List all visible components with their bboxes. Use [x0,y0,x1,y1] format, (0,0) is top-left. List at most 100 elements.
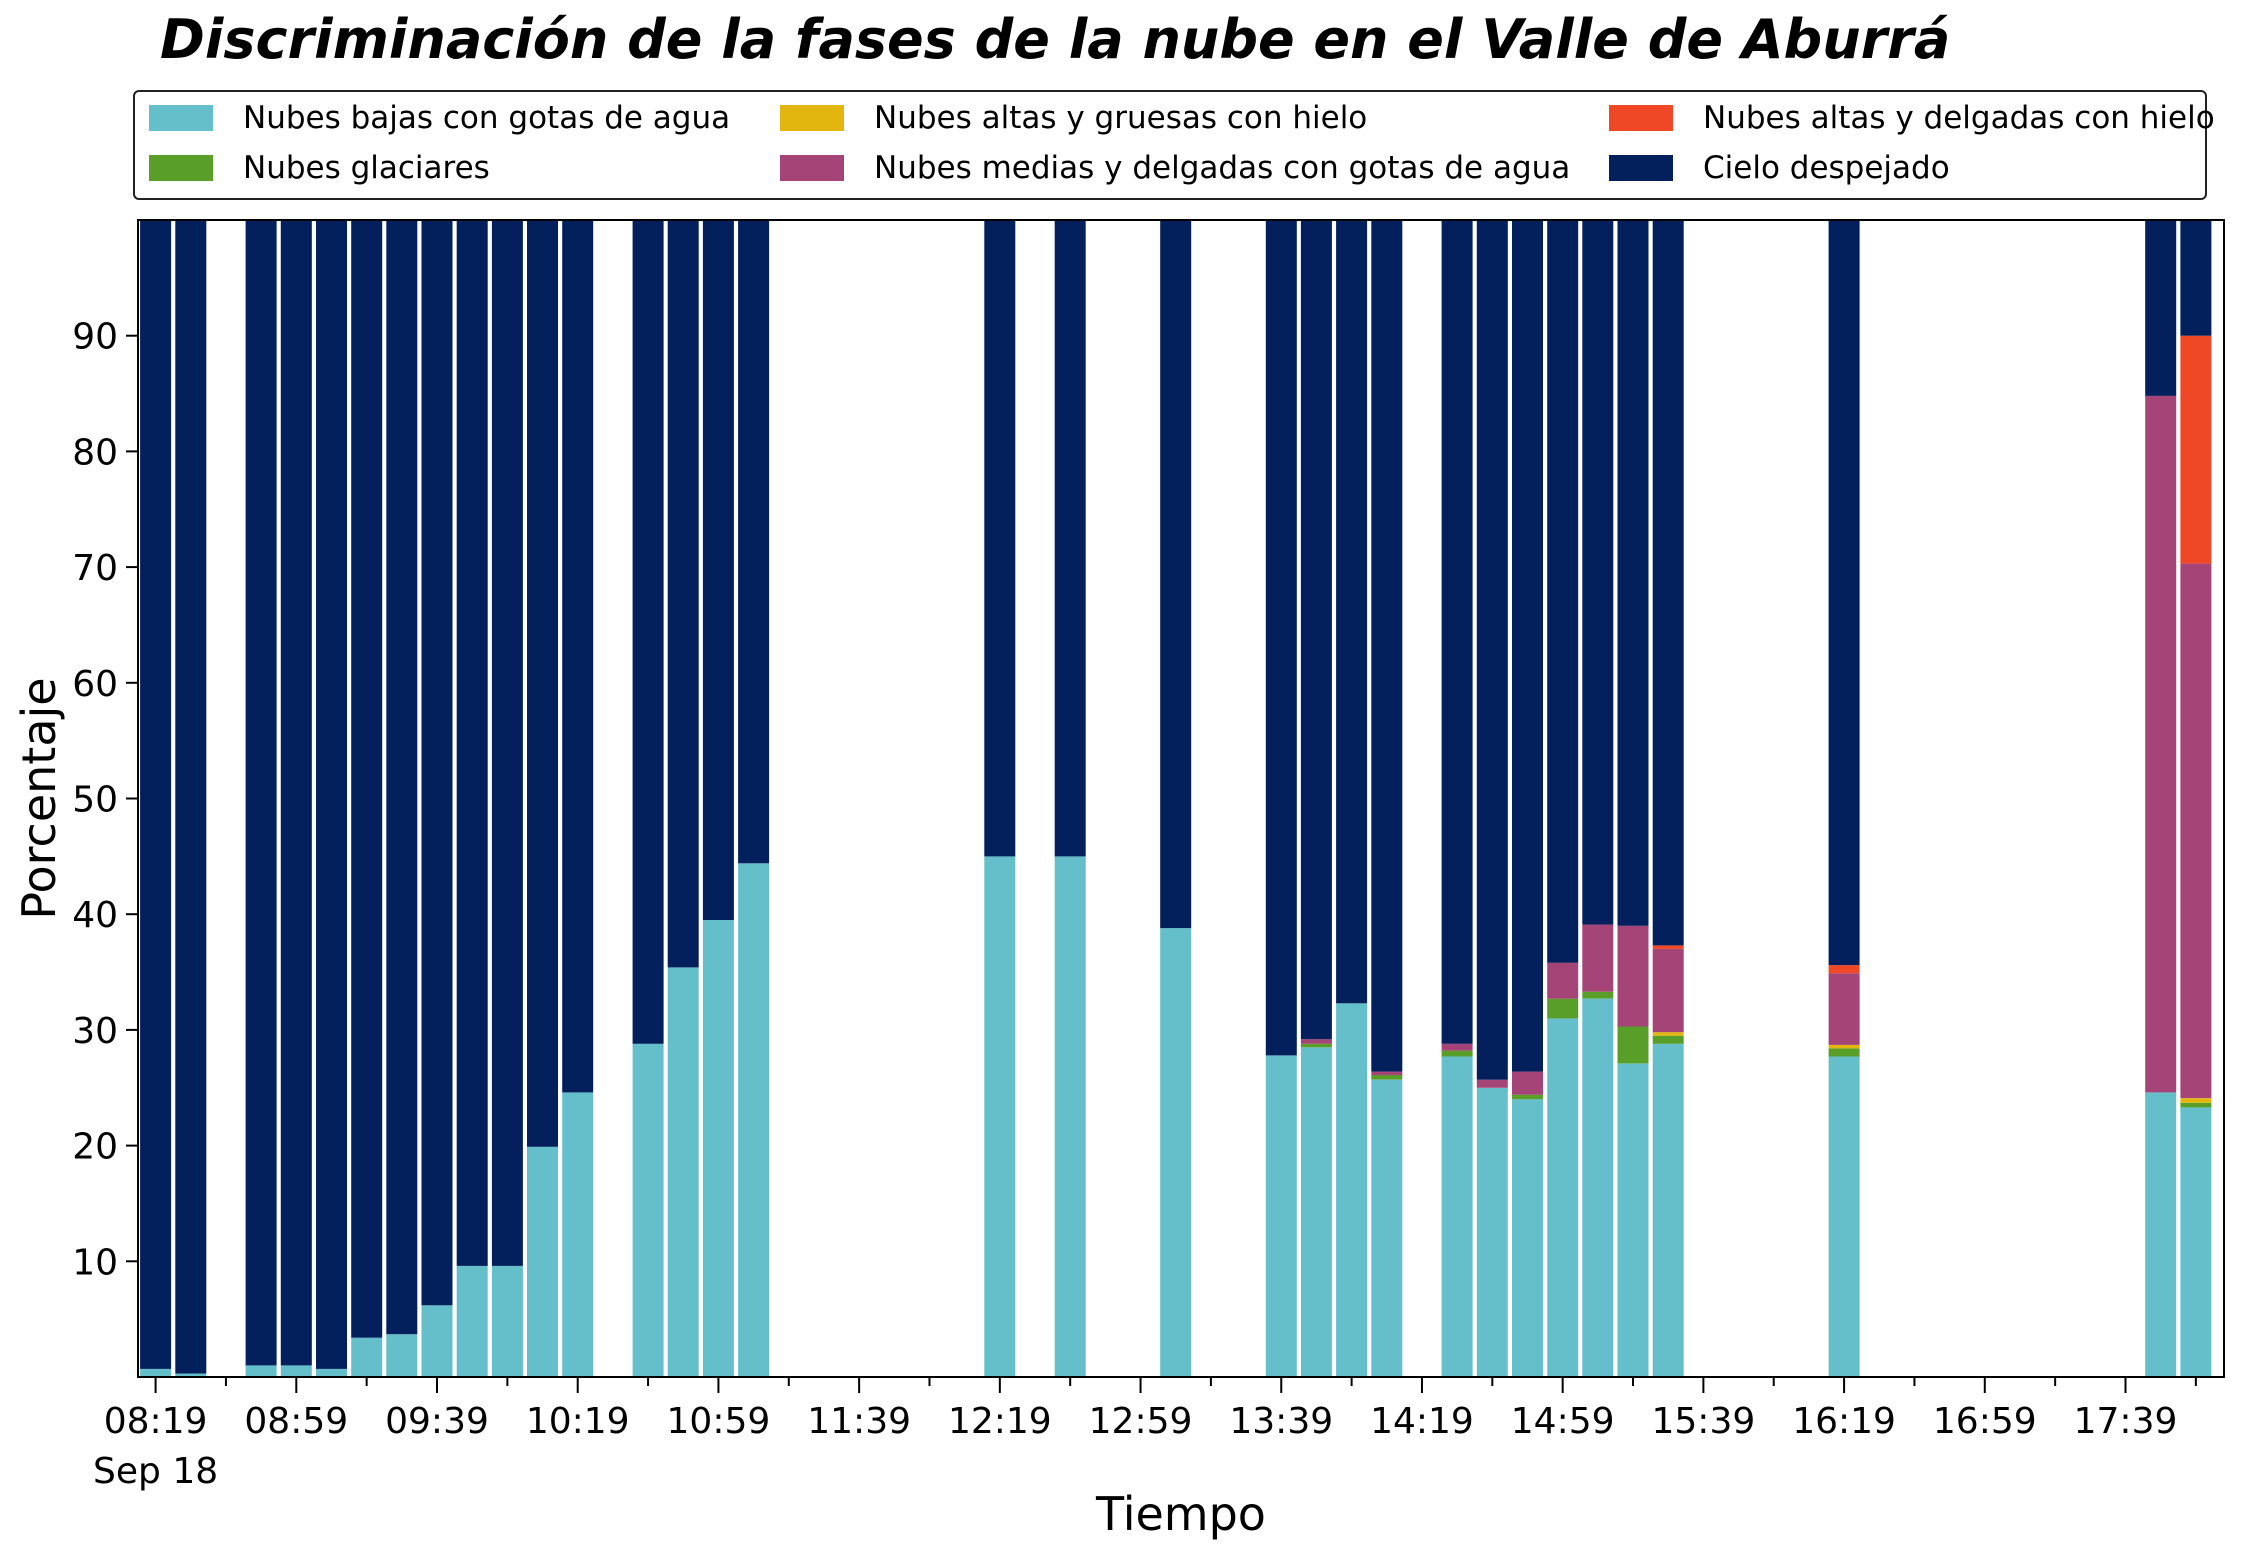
bar-segment-28-0 [1617,1063,1649,1377]
bar-segment-29-1 [1652,1035,1684,1044]
y-tick-label: 90 [72,317,118,358]
bar-segment-1-5 [175,220,207,1374]
chart-title: Discriminación de la fases de la nube en… [160,8,1951,71]
bar-segment-22-1 [1371,1075,1403,1080]
bar-segment-21-0 [1336,1003,1368,1377]
y-tick-label: 10 [72,1242,118,1283]
bar-segment-25-3 [1512,1071,1543,1095]
bar-segment-28-5 [1617,220,1649,926]
bar-segment-25-5 [1512,220,1543,1072]
bar-segment-14-5 [702,220,734,920]
bar-segment-16-5 [984,220,1016,857]
bar-segment-32-1 [2180,1102,2212,1108]
bar-segment-29-2 [1652,1032,1684,1036]
bar-segment-10-5 [527,220,558,1147]
bar-segment-11-0 [562,1092,594,1377]
legend-label-3: Nubes medias y delgadas con gotas de agu… [874,150,1571,186]
bar-segment-28-3 [1617,925,1649,1027]
legend-swatch-3 [780,155,844,181]
bar-segment-27-3 [1582,924,1614,992]
x-tick-label: 11:39 [807,1401,911,1442]
bar-segment-19-0 [1265,1055,1297,1377]
bar-segment-14-0 [702,920,734,1377]
bar-segment-23-1 [1441,1050,1473,1057]
x-tick-label: 15:39 [1652,1401,1756,1442]
x-tick-label: 17:39 [2074,1401,2178,1442]
bar-segment-2-0 [245,1365,277,1377]
y-axis: 10 20 30 40 50 60 70 80 90 [72,317,138,1283]
legend-item-0: Nubes bajas con gotas de agua [149,98,730,138]
bar-segment-0-5 [140,220,172,1369]
bars-layer [140,220,2212,1378]
x-tick-label: 09:39 [385,1401,489,1442]
bar-segment-26-0 [1547,1018,1579,1377]
legend-swatch-1 [149,155,213,181]
bar-segment-4-5 [316,220,347,1369]
x-tick-label: 12:19 [948,1401,1052,1442]
bar-segment-15-0 [738,863,770,1377]
legend: Nubes bajas con gotas de agua Nubes glac… [133,90,2215,200]
y-tick-label: 40 [72,895,118,936]
bar-segment-30-4 [1828,965,1860,974]
bar-segment-6-5 [386,220,418,1335]
bar-segment-18-0 [1160,928,1192,1377]
y-tick-label: 70 [72,548,118,589]
bar-segment-30-2 [1828,1044,1860,1049]
bar-segment-24-3 [1476,1079,1508,1088]
legend-item-2: Nubes altas y gruesas con hielo [780,98,1367,138]
bar-segment-17-0 [1054,856,1086,1377]
bar-segment-26-5 [1547,220,1579,963]
bar-segment-27-5 [1582,220,1614,925]
bar-segment-32-4 [2180,335,2212,564]
y-tick-label: 80 [72,432,118,473]
legend-label-2: Nubes altas y gruesas con hielo [874,100,1368,136]
bar-segment-29-5 [1652,220,1684,946]
bar-segment-27-0 [1582,998,1614,1377]
x-tick-label: 16:19 [1792,1401,1896,1442]
legend-item-1: Nubes glaciares [149,148,490,188]
legend-label-4: Nubes altas y delgadas con hielo [1703,100,2215,136]
bar-segment-25-1 [1512,1094,1543,1100]
y-tick-label: 30 [72,1011,118,1052]
x-tick-label: 16:59 [1933,1401,2037,1442]
bar-segment-26-1 [1547,998,1579,1019]
x-tick-label: 10:19 [526,1401,630,1442]
bar-segment-20-3 [1300,1039,1332,1044]
bar-segment-31-5 [2145,220,2177,396]
x-tick-label: 08:19 [104,1401,208,1442]
bar-segment-32-3 [2180,563,2212,1099]
bar-segment-16-0 [984,856,1016,1377]
bar-segment-30-0 [1828,1056,1860,1377]
bar-segment-30-5 [1828,220,1860,966]
y-tick-label: 20 [72,1127,118,1168]
legend-label-1: Nubes glaciares [243,150,490,186]
bar-segment-30-3 [1828,973,1860,1045]
bar-segment-20-0 [1300,1047,1332,1377]
bar-segment-30-1 [1828,1048,1860,1057]
bar-segment-23-5 [1441,220,1473,1044]
x-tick-label: 12:59 [1089,1401,1193,1442]
x-axis-label: Tiempo [1095,1487,1266,1541]
bar-segment-28-1 [1617,1026,1649,1064]
bar-segment-0-0 [140,1368,172,1377]
bar-segment-3-0 [280,1365,312,1377]
bar-segment-5-0 [351,1337,383,1377]
bar-segment-19-5 [1265,220,1297,1056]
x-tick-label: 14:19 [1370,1401,1474,1442]
bar-segment-12-5 [632,220,664,1044]
bar-segment-18-5 [1160,220,1192,929]
bar-segment-31-0 [2145,1092,2177,1377]
bar-segment-23-0 [1441,1056,1473,1377]
bar-segment-27-1 [1582,991,1614,999]
legend-swatch-0 [149,105,213,131]
bar-segment-9-0 [491,1265,523,1377]
x-axis: 08:19 08:59 09:39 10:19 10:59 11:39 12:19 12:59… [104,1377,2197,1442]
bar-segment-13-5 [667,220,699,968]
bar-segment-24-5 [1476,220,1508,1080]
bar-segment-22-3 [1371,1071,1403,1076]
bar-segment-3-5 [280,220,312,1366]
bar-segment-7-5 [421,220,453,1306]
legend-item-5: Cielo despejado [1609,148,1950,188]
bar-segment-22-0 [1371,1079,1403,1377]
